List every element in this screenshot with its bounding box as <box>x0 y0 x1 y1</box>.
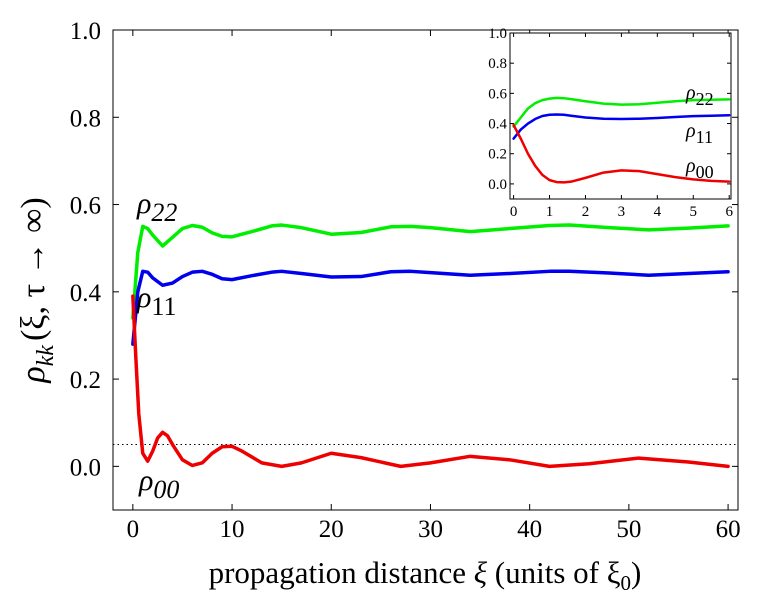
label-rho00-sub: 00 <box>153 475 179 504</box>
label-rho00: ρ00 <box>138 464 179 504</box>
y-axis-label-args: (ξ, τ → ∞) <box>15 197 52 341</box>
inset-y-tick-label: 0.4 <box>488 117 507 133</box>
main-x-tick-label: 0 <box>127 516 140 543</box>
inset-label-rho11-sub: 11 <box>696 127 713 147</box>
inset-x-tick-label: 5 <box>690 204 698 220</box>
main-plot-frame <box>112 29 739 511</box>
label-rho11-sub: 11 <box>151 292 176 321</box>
inset-x-tick-label: 2 <box>582 204 590 220</box>
inset-label-rho22-sub: 22 <box>696 89 714 109</box>
inset-label-rho00-sub: 00 <box>696 162 714 182</box>
inset-x-tick-label: 3 <box>618 204 626 220</box>
label-rho00-main: ρ <box>138 464 153 497</box>
inset-label-rho22-main: ρ <box>685 82 696 104</box>
main-y-tick-label: 1.0 <box>70 18 101 45</box>
inset-x-tick-label: 0 <box>510 204 518 220</box>
inset-ticks: 0 1 2 3 4 5 6 0.0 0.2 0.4 0.6 0.8 1.0 <box>488 26 733 220</box>
main-x-tick-label: 10 <box>220 516 245 543</box>
inset-series <box>512 96 731 184</box>
inset-series-00 <box>512 123 731 184</box>
inset-series-11 <box>512 113 731 140</box>
main-series-22 <box>131 223 730 320</box>
inset-x-tick-label: 4 <box>654 204 662 220</box>
x-axis-label-symbol: ξ <box>474 555 488 590</box>
x-axis-label-close: ) <box>631 555 641 590</box>
inset-series-22 <box>512 96 731 128</box>
y-axis-label: ρkk (ξ, τ → ∞) <box>15 197 59 383</box>
inset-label-rho11: ρ11 <box>685 120 713 147</box>
main-x-tick-label: 60 <box>716 516 741 543</box>
label-rho22-main: ρ <box>136 187 151 220</box>
inset-label-rho11-main: ρ <box>685 120 696 142</box>
label-rho11: ρ11 <box>136 281 176 321</box>
inset-label-rho22: ρ22 <box>685 82 714 109</box>
main-y-tick-label: 0.4 <box>70 280 102 307</box>
y-axis-label-sub: kk <box>33 345 59 367</box>
main-series-11 <box>131 269 730 346</box>
inset-x-tick-label: 1 <box>546 204 554 220</box>
inset-x-tick-label: 6 <box>725 204 733 220</box>
inset-label-rho00-main: ρ <box>685 155 696 177</box>
inset-y-tick-label: 1.0 <box>488 26 507 42</box>
main-series-00 <box>131 294 730 469</box>
inset-label-rho00: ρ00 <box>685 155 714 182</box>
x-axis-label-units: (units of ξ <box>495 555 621 590</box>
inset-y-tick-label: 0.2 <box>488 147 507 163</box>
label-rho22-sub: 22 <box>151 198 177 227</box>
x-axis-label: propagation distance ξ (units of ξ0) <box>209 555 642 595</box>
main-x-tick-label: 50 <box>616 516 641 543</box>
main-y-tick-label: 0.2 <box>70 367 101 394</box>
inset-y-tick-label: 0.8 <box>488 56 507 72</box>
main-x-tick-label: 30 <box>418 516 443 543</box>
label-rho11-main: ρ <box>136 281 151 314</box>
inset-y-tick-label: 0.6 <box>488 86 507 102</box>
main-y-tick-label: 0.0 <box>70 454 101 481</box>
label-rho22: ρ22 <box>136 187 177 227</box>
main-ticks: 0 10 20 30 40 50 600.00.20.40.60.81.0 <box>70 18 741 543</box>
x-axis-label-units-sub: 0 <box>621 571 632 595</box>
main-x-tick-label: 40 <box>517 516 542 543</box>
main-y-tick-label: 0.6 <box>70 193 101 220</box>
main-y-tick-label: 0.8 <box>70 105 101 132</box>
y-axis-label-main: ρ <box>15 366 52 383</box>
main-x-tick-label: 20 <box>319 516 344 543</box>
inset-y-tick-label: 0.0 <box>488 177 507 193</box>
x-axis-label-text: propagation distance <box>209 555 466 590</box>
main-series <box>131 223 730 469</box>
